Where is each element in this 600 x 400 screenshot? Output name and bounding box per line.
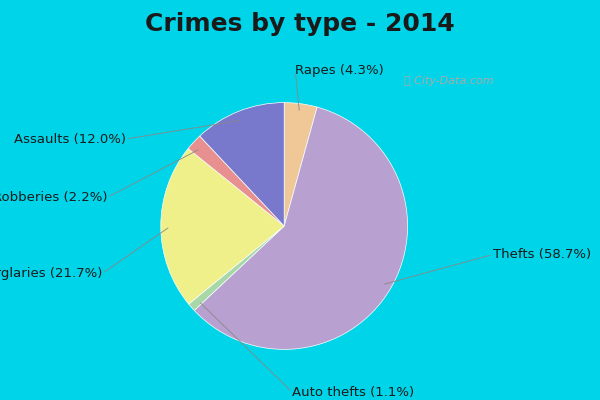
- Text: Assaults (12.0%): Assaults (12.0%): [14, 132, 126, 146]
- Wedge shape: [194, 107, 407, 349]
- Text: Auto thefts (1.1%): Auto thefts (1.1%): [292, 386, 414, 398]
- Text: ⓘ City-Data.com: ⓘ City-Data.com: [404, 76, 493, 86]
- Text: Burglaries (21.7%): Burglaries (21.7%): [0, 267, 102, 280]
- Wedge shape: [284, 103, 317, 226]
- Text: Rapes (4.3%): Rapes (4.3%): [295, 64, 384, 78]
- Wedge shape: [200, 103, 284, 226]
- Wedge shape: [188, 226, 284, 310]
- Wedge shape: [188, 136, 284, 226]
- Text: Thefts (58.7%): Thefts (58.7%): [493, 248, 591, 261]
- Wedge shape: [161, 148, 284, 304]
- Text: Robberies (2.2%): Robberies (2.2%): [0, 191, 107, 204]
- Text: Crimes by type - 2014: Crimes by type - 2014: [145, 12, 455, 36]
